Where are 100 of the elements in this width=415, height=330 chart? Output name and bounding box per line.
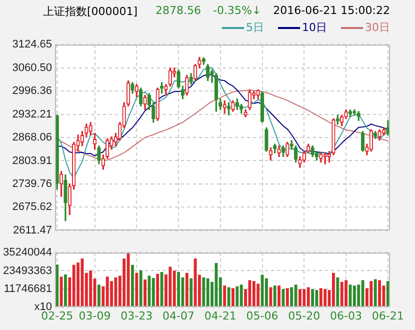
bar (139, 270, 142, 306)
candlestick (206, 64, 210, 82)
candlestick (189, 73, 193, 85)
bar (135, 272, 138, 306)
candlestick (240, 104, 244, 114)
bar (232, 288, 234, 306)
candlestick (214, 73, 218, 112)
legend-label: 10日 (302, 21, 327, 34)
bar (332, 272, 335, 306)
bar (336, 277, 340, 306)
candlestick (260, 91, 264, 123)
candlestick (256, 89, 260, 100)
candlestick (101, 154, 105, 170)
bar (340, 282, 344, 306)
candlestick (68, 184, 72, 215)
candlestick (348, 109, 352, 118)
bar (352, 286, 356, 306)
bar (89, 270, 92, 306)
candlestick (332, 118, 336, 156)
bar (286, 288, 289, 306)
y-tick-label: 35240044 (3, 246, 52, 259)
x-tick-label: 04-21 (204, 309, 236, 322)
bar (185, 272, 188, 306)
bar (236, 286, 239, 306)
candlestick (277, 146, 281, 158)
bar (370, 281, 373, 306)
bar (306, 287, 310, 306)
candlestick (97, 146, 101, 164)
y-tick-label: 11746681 (4, 282, 52, 295)
candlestick (268, 147, 272, 161)
y-tick-label: 2996.36 (12, 85, 52, 98)
bar (324, 289, 327, 306)
bar (269, 287, 272, 306)
bar (256, 284, 260, 306)
bar (72, 264, 76, 306)
bar (106, 276, 109, 306)
candlestick (202, 58, 206, 65)
candlestick (319, 152, 323, 162)
candlestick (185, 74, 189, 96)
text: 2878.56 (156, 4, 202, 18)
bar (265, 278, 268, 306)
x-tick-label: 03-09 (78, 309, 111, 322)
x-tick-label: 06-03 (330, 309, 362, 322)
legend-label: 5日 (246, 21, 264, 34)
bar (131, 264, 134, 306)
bar (98, 284, 100, 306)
bar (223, 286, 226, 306)
candlestick (92, 132, 97, 150)
bar (152, 278, 155, 306)
bar (311, 289, 314, 306)
bar (144, 280, 146, 306)
bar (206, 278, 210, 306)
x-tick-label: 05-06 (246, 309, 278, 322)
bar (76, 262, 80, 306)
y-tick-label: 2675.62 (12, 201, 52, 214)
candlestick (226, 102, 231, 116)
bar (374, 279, 377, 306)
chart-title: 上证指数[000001] (42, 4, 138, 18)
bar (156, 274, 160, 306)
bar (378, 280, 381, 306)
candlestick (176, 69, 180, 88)
candlestick (298, 156, 302, 168)
x-tick-label: 04-07 (162, 309, 195, 322)
text: 2016-06-21 15:00:22 (273, 4, 390, 18)
bar (172, 270, 176, 306)
y-tick-label: 3060.50 (12, 62, 52, 74)
bar (252, 281, 256, 306)
candlestick (323, 152, 327, 164)
bar (240, 284, 243, 306)
candlestick (64, 174, 68, 222)
legend-label: 30日 (365, 21, 390, 34)
y-tick-label: 2611.47 (13, 224, 52, 236)
bar (302, 289, 306, 306)
bar (273, 286, 276, 306)
bar (177, 272, 180, 306)
candlestick (378, 129, 382, 141)
y-tick-label: 23493363 (3, 264, 52, 277)
candlestick (143, 94, 147, 110)
candlestick (88, 122, 92, 136)
y-tick-label: 2739.76 (12, 178, 52, 190)
y-tick-label: 3124.65 (12, 38, 52, 51)
bar (168, 266, 172, 306)
candlestick (369, 129, 373, 152)
bar (290, 287, 294, 306)
y-tick-label: 2803.91 (12, 154, 52, 167)
candlestick (344, 109, 348, 120)
bar (202, 277, 206, 306)
x-tick-label: 02-25 (41, 309, 74, 322)
bar (344, 280, 348, 306)
candlestick (244, 109, 248, 118)
candlestick (231, 100, 235, 112)
bar (278, 286, 280, 306)
text: -0.35%↓ (213, 4, 262, 18)
candlestick (264, 127, 268, 152)
y-tick-label: 2868.06 (12, 132, 52, 144)
x-tick-label: 05-20 (288, 309, 320, 322)
bar (298, 289, 302, 306)
y-tick-label: 2932.21 (12, 108, 52, 120)
bar (190, 278, 193, 306)
candlestick (356, 111, 360, 121)
